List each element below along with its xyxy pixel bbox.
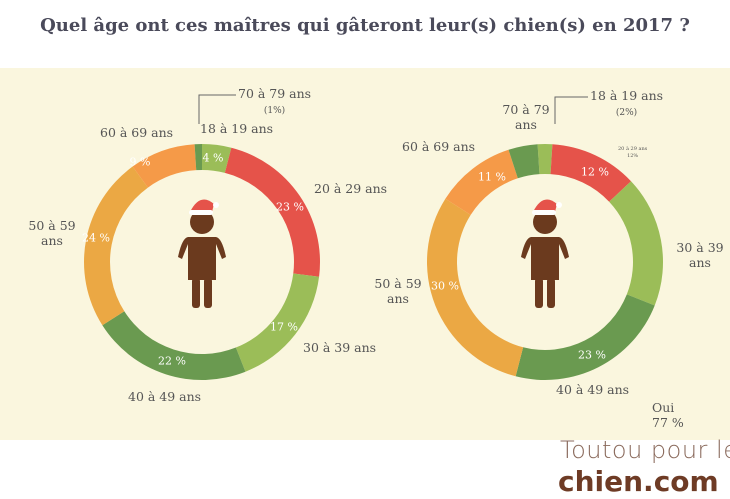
label-50-59: 50 à 59 ans [28,218,76,248]
chart-panel [0,68,730,440]
label-18-19: 18 à 19 ans [200,121,274,136]
donut-slice-40-49-ans [515,294,655,380]
donut-slice-70-79-ans [508,144,540,179]
annotation-oui: Oui 77 % [652,400,684,430]
pct-50-59: 24 % [82,231,110,245]
donut-slice-60-69-ans [132,144,197,188]
pct-30-39: 17 % [270,320,298,334]
pct-40-49: 23 % [578,348,606,362]
donut-left [84,144,321,380]
leader-line [554,96,588,124]
person-icon-right [521,199,569,308]
donut-slice-20-29-ans [550,144,632,202]
label-18-19: 18 à 19 ans (2%) [590,88,664,118]
pct-20-29: 12 % [581,165,609,179]
donut-slice-50-59-ans [427,198,524,377]
donut-slice-70-79-ans [194,144,202,171]
logo-line1: Toutou pour le [560,436,730,464]
donut-slice-30-39-ans [609,181,663,306]
donut-slice-40-49-ans [102,311,246,380]
pct-60-69: 9 % [129,155,151,169]
donut-slice-30-39-ans [235,273,320,372]
label-60-69: 60 à 69 ans [402,139,476,154]
chart-title: Quel âge ont ces maîtres qui gâteront le… [40,15,690,36]
label-20-29: 20 à 29 ans [314,181,388,196]
donut-slice-18-19-ans [537,144,553,175]
label-60-69: 60 à 69 ans [100,125,174,140]
donut-slice-20-29-ans [224,147,321,277]
label-40-49: 40 à 49 ans [556,382,630,397]
pct-18-19: 4 % [202,151,224,165]
person-icon-left [178,199,226,308]
label-30-39: 30 à 39 ans [676,240,724,270]
logo-line2: chien.com [558,465,719,498]
pct-50-59: 30 % [431,279,459,293]
label-30-39: 30 à 39 ans [303,340,377,355]
donut-right [427,144,663,380]
label-70-79: 70 à 79 ans [502,102,550,132]
pct-20-29: 23 % [276,200,304,214]
label-70-79: 70 à 79 ans (1%) [238,86,312,116]
donut-slice-50-59-ans [84,166,148,326]
label-20-29: 20 à 29 ans 12% [618,146,648,159]
donut-slice-60-69-ans [445,149,518,215]
label-40-49: 40 à 49 ans [128,389,202,404]
leader-line [198,94,236,124]
pct-40-49: 22 % [158,354,186,368]
donut-slice-18-19-ans [202,144,232,173]
label-50-59: 50 à 59 ans [374,276,422,306]
pct-60-69: 11 % [478,170,506,184]
